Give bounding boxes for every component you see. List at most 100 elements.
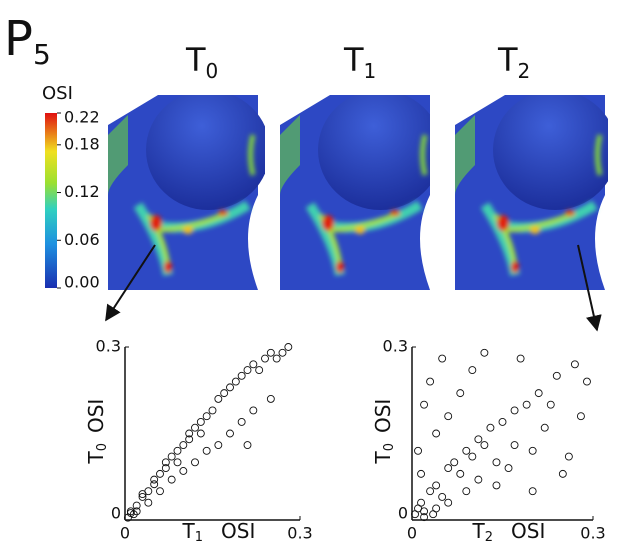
point: [144, 498, 153, 507]
y-label-unit: OSI: [84, 399, 108, 433]
x-label-unit: OSI: [221, 519, 255, 543]
point: [462, 446, 471, 455]
point: [480, 348, 489, 357]
point: [191, 458, 199, 467]
point: [261, 354, 269, 363]
point: [185, 429, 194, 438]
point: [249, 360, 258, 369]
point: [417, 498, 425, 507]
point: [173, 446, 182, 455]
point: [266, 348, 275, 357]
colorbar-tick-label: 0.06: [64, 230, 100, 249]
point: [150, 480, 159, 489]
arrow: [105, 244, 156, 322]
point: [546, 400, 555, 409]
point: [173, 458, 182, 467]
point: [426, 487, 435, 496]
x-label-sub: 2: [485, 530, 493, 545]
point: [214, 441, 223, 449]
point: [226, 383, 234, 392]
point: [272, 354, 281, 363]
point: [456, 389, 465, 398]
x-label-sub: 1: [195, 530, 203, 545]
point: [474, 475, 483, 484]
point: [231, 377, 240, 386]
point: [432, 429, 441, 438]
point: [237, 371, 246, 380]
column-title: T1: [343, 41, 376, 83]
point: [417, 469, 425, 478]
colorbar-tick-label: 0.12: [64, 182, 100, 201]
point: [185, 435, 194, 444]
point: [126, 507, 135, 516]
x-tick-label: 0: [407, 524, 417, 543]
point: [132, 507, 141, 516]
y-label-main: T: [84, 451, 108, 465]
y-label-main: T: [371, 451, 395, 465]
y-label-unit: OSI: [371, 399, 395, 433]
point: [196, 429, 205, 438]
point: [156, 469, 164, 478]
point: [167, 452, 176, 461]
render-t0: [108, 90, 270, 290]
point: [564, 452, 573, 461]
column-title-sub: 0: [206, 59, 219, 83]
point: [150, 475, 159, 484]
point: [540, 423, 549, 432]
point: [474, 435, 483, 444]
point: [226, 429, 234, 438]
y-tick-label: 0: [111, 504, 121, 523]
point: [510, 441, 519, 449]
point: [528, 446, 537, 455]
point: [432, 481, 441, 490]
render-t1: [280, 90, 442, 290]
y-axis-label: T0 OSI: [84, 399, 110, 465]
point: [138, 490, 147, 498]
y-label-sub: 0: [95, 443, 110, 451]
point: [220, 389, 229, 398]
x-label-main: T: [182, 519, 196, 543]
x-axis-label: T2 OSI: [472, 519, 546, 545]
point: [167, 475, 176, 484]
point: [510, 406, 519, 415]
point: [123, 513, 132, 522]
point: [522, 400, 531, 409]
point: [429, 510, 438, 519]
column-title: T0: [185, 41, 218, 83]
point: [202, 446, 211, 455]
colorbar-tick-label: 0.22: [64, 108, 100, 127]
point: [444, 412, 453, 421]
point: [438, 492, 447, 501]
column-title-sub: 1: [364, 59, 377, 83]
y-tick-label: 0: [398, 504, 408, 523]
point: [438, 354, 447, 363]
panel-label: P5: [4, 11, 51, 71]
point: [468, 366, 477, 375]
point: [179, 441, 188, 449]
point: [420, 507, 429, 516]
x-label-unit: OSI: [511, 519, 545, 543]
column-title-main: T: [185, 41, 206, 79]
point: [576, 412, 585, 421]
point: [243, 366, 252, 375]
point: [492, 458, 501, 467]
point: [414, 446, 422, 455]
point: [266, 394, 275, 403]
y-tick-label: 0.3: [383, 337, 408, 356]
x-label-main: T: [472, 519, 486, 543]
point: [237, 418, 246, 426]
point: [208, 406, 217, 415]
colorbar-tick-label: 0.18: [64, 134, 100, 153]
point: [456, 469, 465, 478]
x-tick-label: 0: [120, 524, 130, 543]
point: [202, 412, 211, 421]
point: [191, 423, 199, 432]
point: [243, 441, 252, 449]
point: [462, 487, 471, 496]
point: [552, 371, 561, 380]
y-label-sub: 0: [382, 443, 397, 451]
x-tick-label: 0.3: [287, 524, 312, 543]
point: [480, 441, 489, 449]
y-tick-label: 0.3: [96, 337, 121, 356]
point: [278, 348, 287, 357]
